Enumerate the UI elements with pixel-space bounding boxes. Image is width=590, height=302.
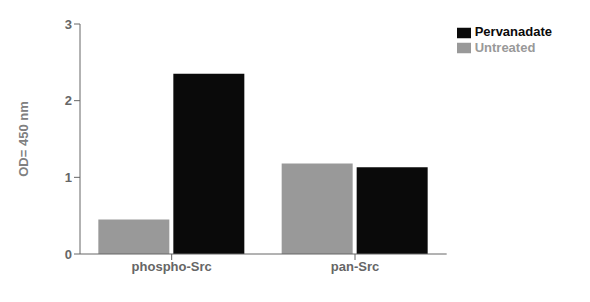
svg-text:3: 3	[65, 17, 72, 32]
svg-text:phospho-Src: phospho-Src	[132, 259, 212, 274]
html-text:Untreated: Untreated	[474, 39, 536, 55]
svg-text:2: 2	[65, 93, 72, 108]
svg-text:pan-Src: pan-Src	[331, 259, 379, 274]
svg-text:0: 0	[65, 247, 72, 262]
svg-text:OD= 450 nm: OD= 450 nm	[16, 101, 31, 177]
svg-text:1: 1	[65, 170, 72, 185]
html-text:Pervanadate: Pervanadate	[474, 24, 552, 39]
